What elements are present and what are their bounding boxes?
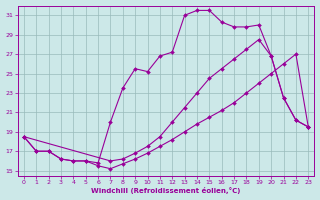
- X-axis label: Windchill (Refroidissement éolien,°C): Windchill (Refroidissement éolien,°C): [92, 187, 241, 194]
